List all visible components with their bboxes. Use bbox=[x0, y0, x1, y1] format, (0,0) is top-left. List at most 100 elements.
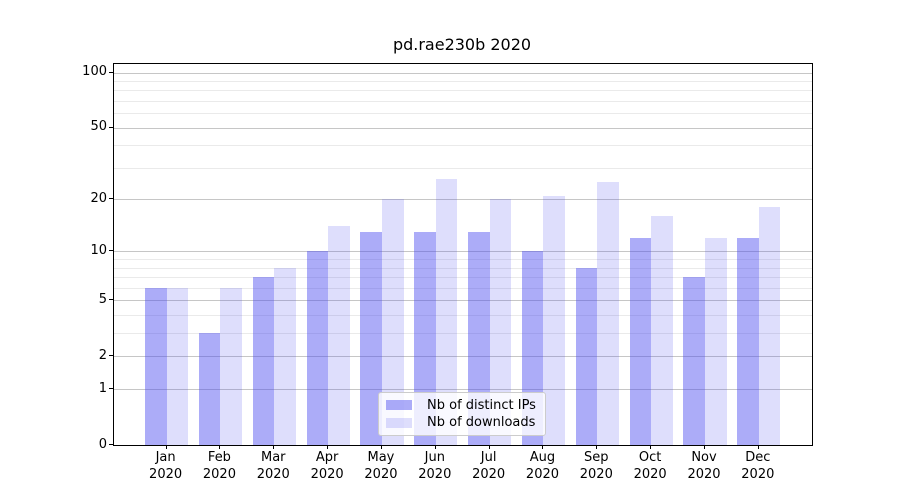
bar-downloads-nov bbox=[705, 238, 727, 445]
x-tick-label-feb: Feb 2020 bbox=[189, 449, 249, 483]
bar-distinct-ips-oct bbox=[629, 238, 652, 445]
bar-downloads-sep bbox=[597, 182, 619, 445]
gridline-minor bbox=[114, 90, 812, 92]
bar-downloads-dec bbox=[758, 207, 781, 445]
gridline-major bbox=[114, 199, 812, 201]
x-tick-mark bbox=[596, 445, 598, 449]
legend-label-downloads: Nb of downloads bbox=[427, 415, 536, 431]
x-tick-month: Nov bbox=[691, 450, 717, 465]
y-tick-label: 20 bbox=[90, 190, 107, 206]
plot-area bbox=[113, 63, 813, 446]
x-tick-mark bbox=[273, 445, 275, 449]
gridline-minor bbox=[114, 259, 812, 261]
y-tick-mark bbox=[109, 126, 113, 128]
x-tick-label-dec: Dec 2020 bbox=[728, 449, 788, 483]
x-tick-year: 2020 bbox=[525, 467, 560, 482]
gridline-major bbox=[114, 72, 812, 74]
gridline-minor bbox=[114, 80, 812, 82]
gridline-minor bbox=[114, 101, 812, 102]
bar-distinct-ips-sep bbox=[575, 267, 598, 445]
bar-distinct-ips-jan bbox=[145, 287, 167, 445]
x-tick-month: Feb bbox=[207, 450, 231, 465]
x-tick-month: Oct bbox=[638, 450, 662, 465]
x-tick-year: 2020 bbox=[310, 467, 344, 482]
x-tick-month: May bbox=[367, 450, 395, 465]
gridline-minor bbox=[114, 315, 812, 317]
x-tick-month: Aug bbox=[529, 450, 556, 465]
bar-distinct-ips-may bbox=[360, 232, 382, 445]
x-tick-year: 2020 bbox=[149, 467, 183, 482]
gridline-minor bbox=[114, 145, 812, 147]
y-tick-label: 2 bbox=[98, 347, 107, 363]
x-tick-month: Jan bbox=[155, 450, 176, 465]
x-tick-mark bbox=[434, 445, 436, 449]
x-tick-label-sep: Sep 2020 bbox=[566, 449, 626, 483]
y-tick-label: 0 bbox=[98, 436, 107, 452]
x-tick-mark bbox=[327, 445, 329, 449]
y-tick-mark bbox=[109, 198, 113, 200]
bar-distinct-ips-mar bbox=[252, 277, 275, 445]
y-tick-mark bbox=[109, 71, 113, 73]
x-tick-label-jul: Jul 2020 bbox=[459, 449, 519, 483]
bar-distinct-ips-apr bbox=[306, 251, 329, 445]
x-tick-label-aug: Aug 2020 bbox=[512, 449, 572, 483]
x-tick-label-nov: Nov 2020 bbox=[674, 449, 734, 483]
gridline-minor bbox=[114, 333, 812, 335]
gridline-major bbox=[114, 356, 812, 358]
x-tick-label-jun: Jun 2020 bbox=[405, 449, 465, 483]
bar-downloads-apr bbox=[328, 226, 350, 445]
x-tick-label-may: May 2020 bbox=[351, 449, 411, 483]
y-tick-label: 50 bbox=[90, 119, 107, 135]
x-tick-label-apr: Apr 2020 bbox=[297, 449, 357, 483]
y-tick-label: 1 bbox=[98, 380, 107, 396]
x-tick-year: 2020 bbox=[687, 467, 721, 482]
bar-distinct-ips-feb bbox=[198, 333, 221, 445]
y-tick-mark bbox=[109, 250, 113, 252]
y-tick-label: 10 bbox=[90, 242, 107, 258]
gridline-major bbox=[114, 300, 812, 302]
x-tick-mark bbox=[165, 445, 167, 449]
x-tick-year: 2020 bbox=[256, 467, 290, 482]
legend-label-distinct-ips: Nb of distinct IPs bbox=[427, 397, 536, 413]
x-tick-mark bbox=[380, 445, 382, 449]
bar-downloads-oct bbox=[651, 216, 673, 445]
gridline-minor bbox=[114, 167, 812, 169]
x-tick-mark bbox=[542, 445, 544, 449]
x-tick-year: 2020 bbox=[472, 467, 506, 482]
x-tick-mark bbox=[488, 445, 490, 449]
bar-downloads-jul bbox=[489, 199, 512, 445]
legend-row-downloads: Nb of downloads bbox=[386, 415, 538, 430]
chart-title: pd.rae230b 2020 bbox=[392, 35, 532, 54]
y-tick-mark bbox=[109, 299, 113, 301]
x-tick-year: 2020 bbox=[202, 467, 236, 482]
bar-distinct-ips-jun bbox=[414, 232, 436, 445]
legend: Nb of distinct IPs Nb of downloads bbox=[378, 392, 546, 436]
legend-swatch-downloads bbox=[386, 417, 412, 428]
x-tick-month: Jun bbox=[424, 450, 445, 465]
bar-downloads-mar bbox=[274, 267, 296, 445]
gridline-major bbox=[114, 251, 812, 253]
bar-distinct-ips-dec bbox=[737, 238, 759, 445]
x-tick-mark bbox=[650, 445, 652, 449]
x-tick-year: 2020 bbox=[418, 467, 452, 482]
y-tick-label: 100 bbox=[82, 64, 107, 80]
x-tick-month: Dec bbox=[745, 450, 771, 465]
bar-downloads-feb bbox=[220, 287, 243, 445]
x-tick-year: 2020 bbox=[364, 467, 398, 482]
x-tick-month: Sep bbox=[584, 450, 609, 465]
y-tick-mark bbox=[109, 388, 113, 390]
legend-row-distinct-ips: Nb of distinct IPs bbox=[386, 398, 538, 413]
bar-downloads-jun bbox=[435, 179, 458, 445]
y-tick-mark bbox=[109, 355, 113, 357]
gridline-minor bbox=[114, 267, 812, 269]
x-tick-label-mar: Mar 2020 bbox=[243, 449, 303, 483]
gridline-minor bbox=[114, 287, 812, 289]
gridline-minor bbox=[114, 113, 812, 115]
gridline-major bbox=[114, 389, 812, 391]
y-tick-mark bbox=[109, 444, 113, 445]
x-tick-month: Mar bbox=[261, 450, 286, 465]
x-tick-mark bbox=[704, 445, 705, 449]
x-tick-mark bbox=[219, 445, 221, 449]
x-tick-year: 2020 bbox=[633, 467, 667, 482]
